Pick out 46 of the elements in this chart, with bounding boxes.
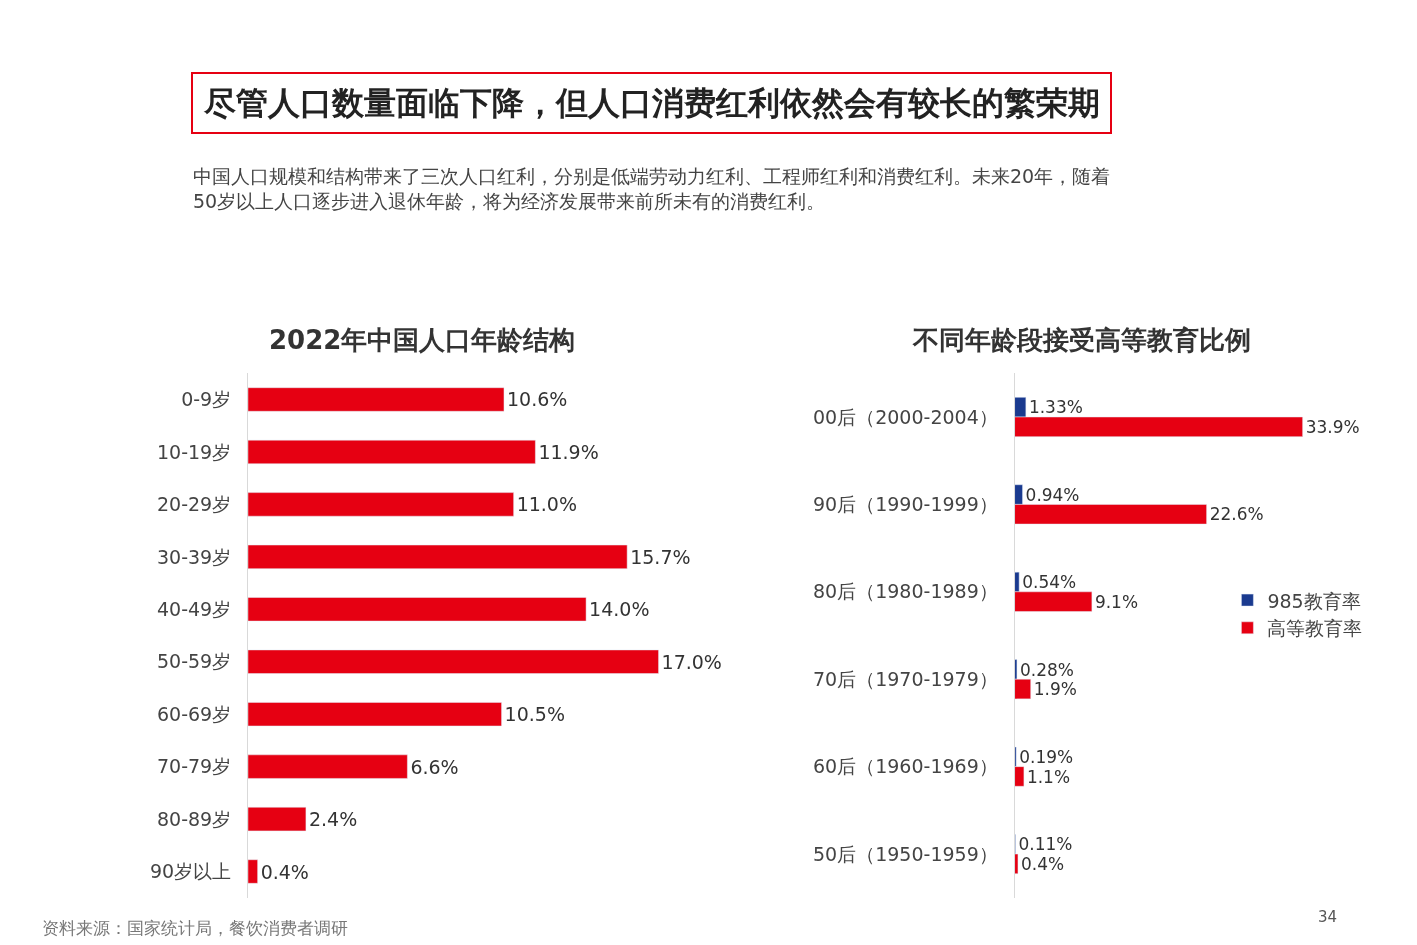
- text: 34: [1318, 908, 1338, 926]
- y-tick-label: 70-79岁: [156, 755, 232, 778]
- y-tick-label: 50后（1950-1959）: [813, 842, 998, 865]
- data-label: 14.0%: [589, 598, 650, 621]
- data-label: 10.5%: [504, 703, 565, 726]
- data-label: 1.33%: [1028, 397, 1083, 418]
- y-tick-label: 40-49岁: [156, 597, 232, 620]
- data-label: 0.4%: [1020, 854, 1065, 875]
- data-label: 15.7%: [630, 545, 691, 568]
- y-tick-label: 20-29岁: [156, 493, 232, 516]
- data-label: 2.4%: [308, 808, 358, 831]
- data-label: 6.6%: [410, 755, 459, 778]
- chart-title: 2022年中国人口年龄结构: [269, 325, 576, 355]
- data-label: 0.54%: [1022, 572, 1077, 593]
- chart-title: 不同年龄段接受高等教育比例: [912, 325, 1251, 355]
- data-label: 22.6%: [1209, 504, 1264, 525]
- y-tick-label: 60-69岁: [156, 702, 232, 725]
- data-label: 1.1%: [1026, 766, 1071, 787]
- y-tick-label: 80后（1980-1989）: [813, 580, 998, 603]
- y-tick-label: 80-89岁: [156, 807, 232, 830]
- data-label: 1.9%: [1033, 679, 1077, 700]
- y-tick-label: 00后（2000-2004）: [813, 405, 998, 428]
- data-label: 10.6%: [506, 388, 568, 411]
- y-tick-label: 50-59岁: [156, 650, 232, 673]
- data-label: 9.1%: [1094, 591, 1139, 612]
- y-tick-label: 10-19岁: [156, 440, 232, 463]
- y-tick-label: 30-39岁: [156, 545, 232, 568]
- data-label: 0.11%: [1018, 834, 1073, 855]
- y-tick-label: 0-9岁: [181, 388, 232, 411]
- y-tick-label: 60后（1960-1969）: [813, 755, 998, 778]
- legend-label: 高等教育率: [1267, 617, 1363, 640]
- legend-label: 985教育率: [1267, 589, 1361, 612]
- y-tick-label: 90后（1990-1999）: [813, 493, 998, 516]
- data-label: 0.28%: [1019, 659, 1074, 680]
- data-label: 0.94%: [1025, 484, 1080, 505]
- text: 中国人口规模和结构带来了三次人口红利，分别是低端劳动力红利、工程师红利和消费红利。未来20年，随着 50岁以上人口逐步进入退休年龄，将为经济发展带来前所未有的消费红利。: [193, 165, 1111, 212]
- y-tick-label: 90岁以上: [149, 860, 232, 883]
- y-tick-label: 70后（1970-1979）: [813, 667, 998, 690]
- data-label: 0.19%: [1019, 747, 1074, 768]
- data-label: 11.0%: [516, 493, 577, 516]
- data-label: 0.4%: [260, 860, 309, 883]
- text: 尽管人口数量面临下降，但人口消费红利依然会有较长的繁荣期: [203, 84, 1100, 122]
- data-label: 17.0%: [661, 650, 722, 673]
- data-label: 11.9%: [538, 440, 599, 463]
- data-label: 33.9%: [1305, 417, 1360, 438]
- text: 资料来源：国家统计局，餐饮消费者调研: [42, 918, 348, 938]
